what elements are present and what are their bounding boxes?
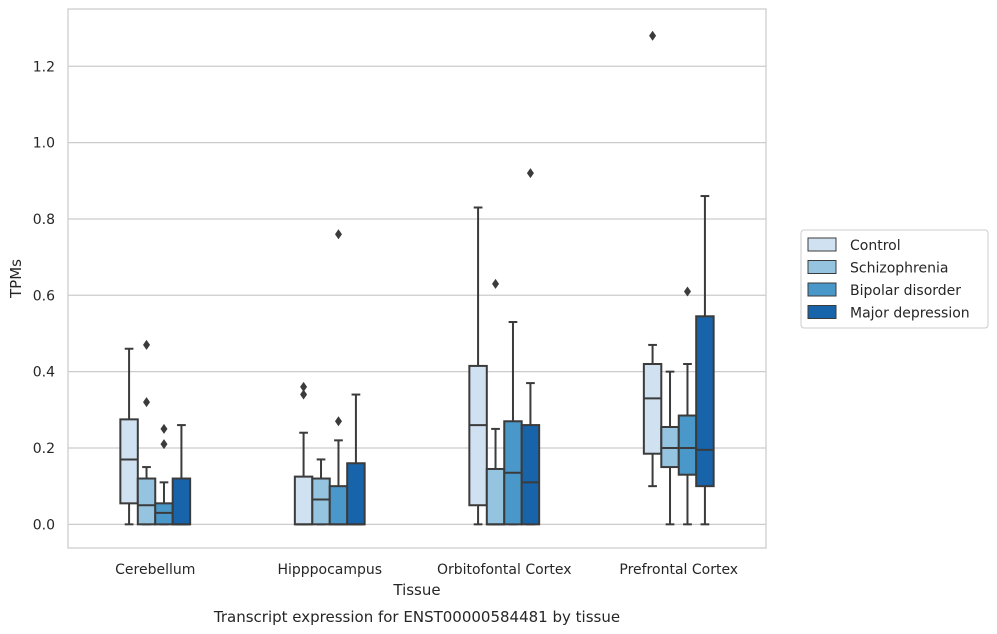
- box-group: [503, 321, 523, 526]
- box-group: [520, 168, 541, 526]
- outlier-point: [300, 381, 308, 392]
- box-iqr: [642, 363, 663, 455]
- box-group: [119, 347, 139, 526]
- y-tick-labels: 0.0 0.2 0.4 0.6 0.8 1.0 1.2: [33, 59, 55, 533]
- outlier-point: [143, 339, 151, 350]
- legend-label: Bipolar disorder: [850, 283, 961, 299]
- legend-swatch: [807, 305, 837, 319]
- chart-caption: Transcript expression for ENST0000058448…: [213, 608, 620, 626]
- box-group: [346, 393, 366, 526]
- box-iqr: [346, 462, 366, 526]
- y-tick-label: 0.6: [33, 288, 55, 304]
- legend-label: Control: [850, 238, 901, 254]
- outlier-point: [683, 286, 691, 297]
- outlier-point: [334, 229, 342, 240]
- box-iqr: [520, 424, 541, 526]
- box-iqr: [171, 477, 192, 526]
- y-tick-label: 0.8: [33, 212, 55, 228]
- plot-area-frame: [67, 8, 767, 549]
- outlier-point: [492, 278, 500, 289]
- legend-swatch: [807, 237, 837, 252]
- x-tick-label: Cerebellum: [115, 562, 195, 578]
- box-iqr: [119, 418, 139, 505]
- box-iqr: [485, 467, 506, 526]
- box-group: [677, 286, 698, 526]
- box-group: [171, 424, 192, 526]
- box-group: [660, 370, 680, 526]
- box-iqr: [293, 475, 314, 526]
- y-axis-label: TPMs: [7, 259, 25, 299]
- grid-lines: [68, 65, 766, 525]
- box-iqr: [328, 485, 349, 526]
- box-iqr: [677, 414, 698, 476]
- y-tick-label: 1.0: [33, 136, 55, 152]
- outlier-point: [300, 389, 308, 400]
- box-group: [154, 423, 174, 526]
- legend-label: Schizophrenia: [850, 261, 948, 277]
- y-tick-label: 0.4: [33, 365, 55, 381]
- box-iqr: [695, 315, 715, 488]
- outlier-point: [160, 423, 168, 434]
- x-tick-label: Orbitofontal Cortex: [437, 562, 572, 578]
- y-tick-label: 0.0: [33, 517, 55, 533]
- box-iqr: [468, 364, 488, 507]
- outlier-point: [160, 439, 168, 450]
- y-tick-label: 0.2: [33, 441, 55, 457]
- outlier-point: [334, 416, 342, 427]
- box-plots: [119, 30, 715, 526]
- box-group: [485, 278, 506, 526]
- legend-label: Major depression: [850, 306, 970, 322]
- legend-swatch: [807, 282, 837, 297]
- x-tick-label: Prefrontal Cortex: [619, 562, 738, 578]
- outlier-point: [143, 397, 151, 408]
- box-group: [293, 381, 314, 526]
- legend: Control Schizophrenia Bipolar disorder Majo…: [800, 229, 989, 329]
- box-group: [695, 195, 715, 526]
- x-axis-label: Tissue: [392, 581, 440, 599]
- box-group: [328, 229, 349, 526]
- box-group: [468, 206, 488, 526]
- box-group: [311, 458, 331, 526]
- y-tick-label: 1.2: [33, 59, 55, 75]
- box-group: [642, 30, 663, 488]
- outlier-point: [649, 30, 657, 41]
- legend-swatch: [807, 260, 837, 274]
- outlier-point: [526, 168, 534, 179]
- x-tick-label: Hipppocampus: [277, 562, 382, 578]
- box-iqr: [311, 477, 331, 526]
- box-group: [136, 339, 157, 526]
- legend-frame: [800, 229, 989, 329]
- x-tick-labels: Cerebellum Hipppocampus Orbitofontal Corte…: [115, 562, 738, 578]
- box-iqr: [136, 477, 157, 526]
